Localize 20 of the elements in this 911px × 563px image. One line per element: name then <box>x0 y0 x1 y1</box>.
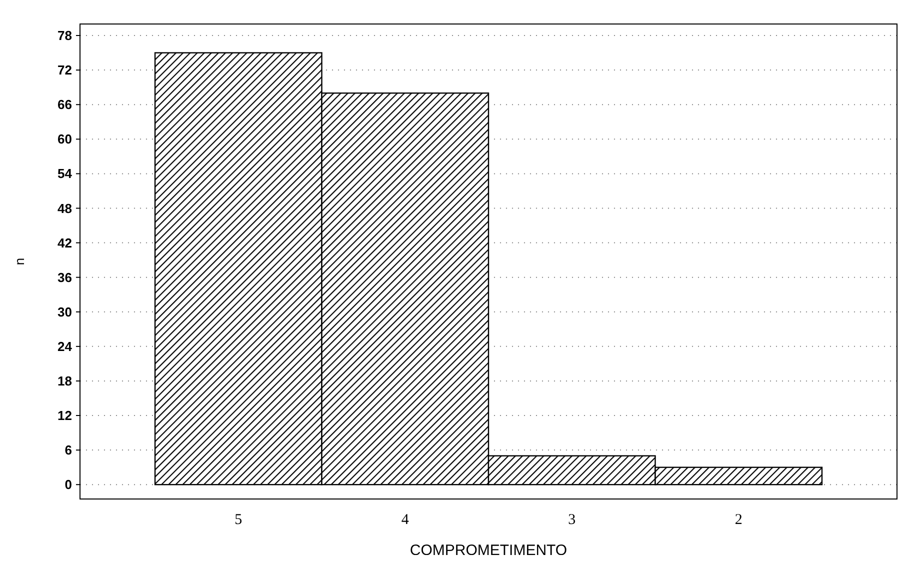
y-tick-label: 48 <box>58 200 72 216</box>
y-tick-label: 18 <box>58 374 72 389</box>
y-tick-label: 24 <box>58 338 73 354</box>
y-tick-label: 30 <box>58 304 72 320</box>
y-tick-label: 42 <box>58 235 72 250</box>
x-tick-label: 5 <box>234 512 242 528</box>
x-tick-label: 3 <box>568 512 576 528</box>
x-tick-label: 4 <box>401 512 410 528</box>
y-tick-label: 78 <box>58 28 72 44</box>
y-tick-label: 60 <box>58 132 72 147</box>
y-tick-label: 12 <box>58 408 72 424</box>
y-tick-label: 36 <box>58 270 72 285</box>
y-tick-label: 72 <box>58 62 72 78</box>
y-tick-label: 0 <box>64 477 72 492</box>
x-axis-title: COMPROMETIMENTO <box>410 542 568 559</box>
y-tick-label: 6 <box>64 442 72 458</box>
x-tick-label: 2 <box>734 512 742 528</box>
y-tick-label: 66 <box>58 97 72 112</box>
y-tick-label: 54 <box>58 166 73 182</box>
y-axis-title: n <box>12 258 27 266</box>
